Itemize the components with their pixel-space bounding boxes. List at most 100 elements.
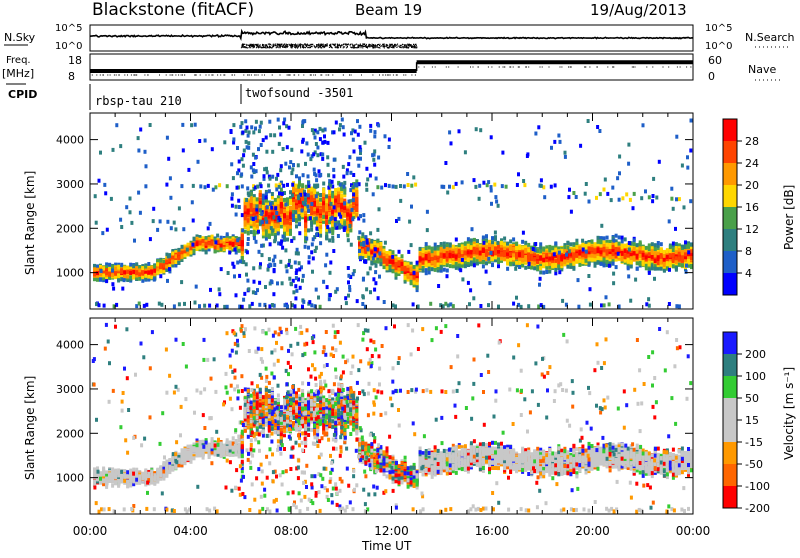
freq-tick-top: 18	[68, 54, 82, 67]
range-gate-cell	[129, 271, 132, 275]
range-gate-cell	[244, 214, 247, 218]
range-gate-cell	[99, 277, 102, 281]
range-gate-cell	[96, 268, 99, 272]
range-gate-cell	[229, 245, 232, 249]
range-gate-cell	[165, 268, 168, 272]
range-gate-cell	[165, 260, 168, 264]
range-gate-cell	[153, 265, 156, 269]
cpid-program-2: twofsound -3501	[245, 86, 353, 100]
range-gate-cell	[202, 242, 205, 246]
range-gate-cell	[174, 264, 177, 268]
range-gate-cell	[190, 246, 193, 250]
range-gate-cell	[165, 264, 168, 268]
range-gate-cell	[226, 238, 229, 242]
range-gate-cell	[168, 258, 171, 262]
range-gate-cell	[262, 205, 265, 209]
range-gate-cell	[226, 232, 229, 236]
range-gate-cell	[114, 272, 117, 276]
freq-unit-label: [MHz]	[2, 67, 34, 80]
range-gate-cell	[265, 211, 268, 215]
range-gate-cell	[126, 270, 129, 274]
nsky-tick-top: 10^5	[55, 23, 82, 34]
range-gate-cell	[153, 269, 156, 273]
range-gate-cell	[208, 241, 211, 245]
range-gate-cell	[93, 277, 96, 281]
range-gate-cell	[211, 236, 214, 240]
range-gate-cell	[171, 260, 174, 264]
range-gate-cell	[271, 192, 274, 196]
range-gate-cell	[232, 242, 235, 246]
range-gate-cell	[135, 271, 138, 275]
range-gate-cell	[138, 272, 141, 276]
range-gate-cell	[108, 263, 111, 267]
nave-tick-bottom: 0	[708, 70, 715, 83]
range-gate-cell	[111, 273, 114, 277]
range-gate-cell	[96, 278, 99, 282]
range-gate-cell	[138, 268, 141, 272]
range-gate-cell	[105, 271, 108, 275]
range-gate-cell	[141, 275, 144, 279]
station-title: Blackstone (fitACF)	[92, 0, 254, 20]
range-gate-cell	[205, 250, 208, 254]
range-gate-cell	[147, 270, 150, 274]
range-gate-cell	[256, 197, 259, 201]
range-gate-cell	[120, 263, 123, 267]
range-gate-cell	[247, 231, 250, 235]
nave-tick-top: 60	[708, 54, 722, 67]
range-gate-cell	[174, 254, 177, 258]
range-gate-cell	[262, 226, 265, 230]
range-gate-cell	[123, 271, 126, 275]
range-gate-cell	[229, 241, 232, 245]
range-gate-cell	[250, 199, 253, 203]
range-gate-cell	[241, 235, 244, 239]
nsky-panel: N.Sky 10^5 10^0 10^5 10^0 N.Search	[4, 23, 795, 52]
freq-panel: Freq. [MHz] 18 8 60 0 Nave	[2, 54, 780, 83]
range-gate-cell	[247, 237, 250, 241]
freq-tick-bottom: 8	[68, 70, 75, 83]
range-gate-cell	[108, 273, 111, 277]
range-gate-cell	[159, 263, 162, 267]
range-gate-cell	[193, 249, 196, 253]
range-gate-cell	[132, 264, 135, 268]
power-panel: 1000200030004000 Slant Range [km]	[23, 113, 693, 309]
range-gate-cell	[271, 196, 274, 200]
range-gate-cell	[177, 261, 180, 265]
range-gate-cell	[259, 204, 262, 208]
nsearch-dots	[241, 44, 418, 48]
range-gate-cell	[159, 269, 162, 273]
range-gate-cell	[129, 263, 132, 267]
range-gate-cell	[181, 245, 184, 249]
range-gate-cell	[238, 249, 241, 253]
range-gate-cell	[244, 230, 247, 234]
range-gate-cell	[184, 253, 187, 257]
range-gate-cell	[268, 220, 271, 224]
range-gate-cell	[262, 200, 265, 204]
range-gate-cell	[259, 193, 262, 197]
range-gate-cell	[117, 274, 120, 278]
range-gate-cell	[177, 256, 180, 260]
range-gate-cell	[226, 243, 229, 247]
power-cells	[93, 118, 693, 309]
range-gate-cell	[253, 197, 256, 201]
range-gate-cell	[244, 223, 247, 227]
nsearch-label: N.Search	[745, 31, 795, 44]
range-gate-cell	[208, 237, 211, 241]
range-gate-cell	[132, 270, 135, 274]
range-gate-cell	[93, 267, 96, 271]
range-gate-cell	[126, 275, 129, 279]
range-gate-cell	[144, 274, 147, 278]
range-gate-cell	[135, 266, 138, 270]
nsky-label: N.Sky	[4, 31, 36, 44]
range-gate-cell	[114, 267, 117, 271]
range-gate-cell	[202, 239, 205, 243]
nsearch-tick-top: 10^5	[705, 23, 732, 34]
range-gate-cell	[223, 241, 226, 245]
range-gate-cell	[177, 252, 180, 256]
cpid-program-1: rbsp-tau 210	[95, 94, 182, 108]
range-gate-cell	[150, 270, 153, 274]
cpid-row: CPID rbsp-tau 210 twofsound -3501	[6, 84, 353, 110]
range-gate-cell	[141, 279, 144, 283]
range-gate-cell	[193, 237, 196, 241]
range-gate-cell	[105, 279, 108, 283]
cpid-label: CPID	[8, 88, 37, 101]
